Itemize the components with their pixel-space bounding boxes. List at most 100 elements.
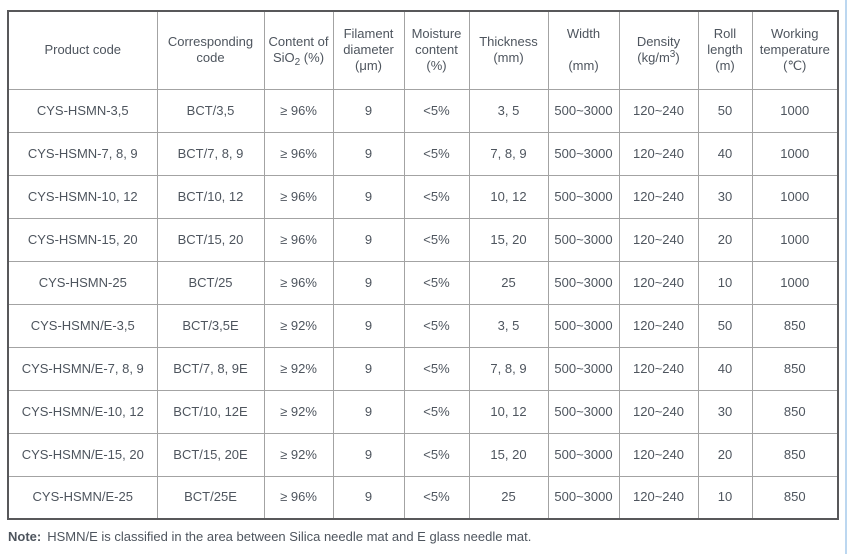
table-cell: ≥ 96% <box>263 217 334 262</box>
table-cell: CYS-HSMN-7, 8, 9 <box>7 131 158 176</box>
table-cell: ≥ 96% <box>263 88 334 133</box>
table-cell: 500~3000 <box>547 346 620 391</box>
table-cell: 9 <box>332 389 405 434</box>
header-row: Product code Corresponding code Content of S… <box>7 10 839 90</box>
table-cell: <5% <box>403 131 470 176</box>
table-cell: BCT/3,5E <box>156 303 265 348</box>
table-row: CYS-HSMN/E-3,5 BCT/3,5E ≥ 92% 9 <5% 3, 5 500~3… <box>7 303 839 348</box>
table-cell: 20 <box>697 217 753 262</box>
table-cell: <5% <box>403 88 470 133</box>
note-text: HSMN/E is classified in the area between… <box>47 529 532 544</box>
table-cell: 30 <box>697 389 753 434</box>
table-cell: ≥ 96% <box>263 475 334 520</box>
table-cell: BCT/15, 20E <box>156 432 265 477</box>
table-cell: 9 <box>332 174 405 219</box>
table-cell: 120~240 <box>618 260 699 305</box>
table-cell: ≥ 96% <box>263 260 334 305</box>
table-cell: CYS-HSMN/E-10, 12 <box>7 389 158 434</box>
header-cell: Content of SiO2 (%) <box>263 10 334 90</box>
table-cell: 850 <box>751 432 839 477</box>
table-cell: 120~240 <box>618 475 699 520</box>
table-cell: 500~3000 <box>547 174 620 219</box>
product-spec-table: Product code Corresponding code Content of S… <box>7 10 839 520</box>
table-body: CYS-HSMN-3,5 BCT/3,5 ≥ 96% 9 <5% 3, 5 500~3000… <box>7 88 839 520</box>
header-cell: Width (mm) <box>547 10 620 90</box>
table-cell: BCT/7, 8, 9E <box>156 346 265 391</box>
table-cell: 9 <box>332 303 405 348</box>
table-cell: 9 <box>332 346 405 391</box>
table-cell: 120~240 <box>618 303 699 348</box>
table-row: CYS-HSMN-7, 8, 9 BCT/7, 8, 9 ≥ 96% 9 <5% 7, 8… <box>7 131 839 176</box>
table-cell: 25 <box>468 475 549 520</box>
table-cell: 9 <box>332 217 405 262</box>
table-cell: <5% <box>403 346 470 391</box>
table-cell: 40 <box>697 131 753 176</box>
header-cell: Roll length (m) <box>697 10 753 90</box>
table-cell: 500~3000 <box>547 131 620 176</box>
table-cell: 120~240 <box>618 88 699 133</box>
content-frame-border <box>845 0 847 554</box>
header-cell: Working temperature (℃) <box>751 10 839 90</box>
table-cell: 1000 <box>751 174 839 219</box>
table-cell: BCT/10, 12E <box>156 389 265 434</box>
table-cell: ≥ 96% <box>263 131 334 176</box>
header-cell: Density (kg/m3) <box>618 10 699 90</box>
table-cell: 500~3000 <box>547 303 620 348</box>
table-cell: 1000 <box>751 131 839 176</box>
table-cell: CYS-HSMN-10, 12 <box>7 174 158 219</box>
table-cell: ≥ 92% <box>263 303 334 348</box>
table-cell: 850 <box>751 303 839 348</box>
table-cell: 120~240 <box>618 131 699 176</box>
table-cell: ≥ 92% <box>263 346 334 391</box>
header-cell: Product code <box>7 10 158 90</box>
table-cell: 120~240 <box>618 174 699 219</box>
table-cell: ≥ 92% <box>263 432 334 477</box>
table-cell: 9 <box>332 432 405 477</box>
table-cell: <5% <box>403 475 470 520</box>
table-cell: BCT/15, 20 <box>156 217 265 262</box>
table-cell: <5% <box>403 260 470 305</box>
table-cell: BCT/25 <box>156 260 265 305</box>
table-cell: BCT/7, 8, 9 <box>156 131 265 176</box>
header-cell: Thickness (mm) <box>468 10 549 90</box>
table-cell: 120~240 <box>618 217 699 262</box>
table-cell: CYS-HSMN-15, 20 <box>7 217 158 262</box>
table-cell: 500~3000 <box>547 217 620 262</box>
table-cell: 500~3000 <box>547 389 620 434</box>
table-cell: 9 <box>332 475 405 520</box>
table-cell: 15, 20 <box>468 217 549 262</box>
table-cell: 500~3000 <box>547 432 620 477</box>
table-cell: 120~240 <box>618 346 699 391</box>
table-row: CYS-HSMN-15, 20 BCT/15, 20 ≥ 96% 9 <5% 15, 20… <box>7 217 839 262</box>
table-cell: 50 <box>697 303 753 348</box>
table-cell: 1000 <box>751 260 839 305</box>
table-cell: <5% <box>403 432 470 477</box>
table-cell: CYS-HSMN/E-7, 8, 9 <box>7 346 158 391</box>
table-cell: 9 <box>332 260 405 305</box>
table-cell: CYS-HSMN/E-15, 20 <box>7 432 158 477</box>
table-cell: CYS-HSMN/E-3,5 <box>7 303 158 348</box>
table-cell: ≥ 96% <box>263 174 334 219</box>
table-cell: 10 <box>697 260 753 305</box>
table-cell: 850 <box>751 475 839 520</box>
table-cell: <5% <box>403 303 470 348</box>
table-cell: BCT/25E <box>156 475 265 520</box>
table-cell: <5% <box>403 217 470 262</box>
table-cell: 500~3000 <box>547 260 620 305</box>
table-row: CYS-HSMN-25 BCT/25 ≥ 96% 9 <5% 25 500~3000 120~… <box>7 260 839 305</box>
table-cell: 10 <box>697 475 753 520</box>
table-cell: 7, 8, 9 <box>468 346 549 391</box>
table-cell: 850 <box>751 346 839 391</box>
table-cell: BCT/3,5 <box>156 88 265 133</box>
header-cell: Corresponding code <box>156 10 265 90</box>
table-row: CYS-HSMN/E-10, 12 BCT/10, 12E ≥ 92% 9 <5% 10,… <box>7 389 839 434</box>
table-cell: <5% <box>403 389 470 434</box>
header-cell: Moisture content (%) <box>403 10 470 90</box>
table-row: CYS-HSMN/E-25 BCT/25E ≥ 96% 9 <5% 25 500~3000 1… <box>7 475 839 520</box>
table-cell: 500~3000 <box>547 475 620 520</box>
table-cell: 3, 5 <box>468 88 549 133</box>
table-cell: <5% <box>403 174 470 219</box>
header-cell: Filament diameter (μm) <box>332 10 405 90</box>
table-cell: CYS-HSMN/E-25 <box>7 475 158 520</box>
table-cell: 850 <box>751 389 839 434</box>
